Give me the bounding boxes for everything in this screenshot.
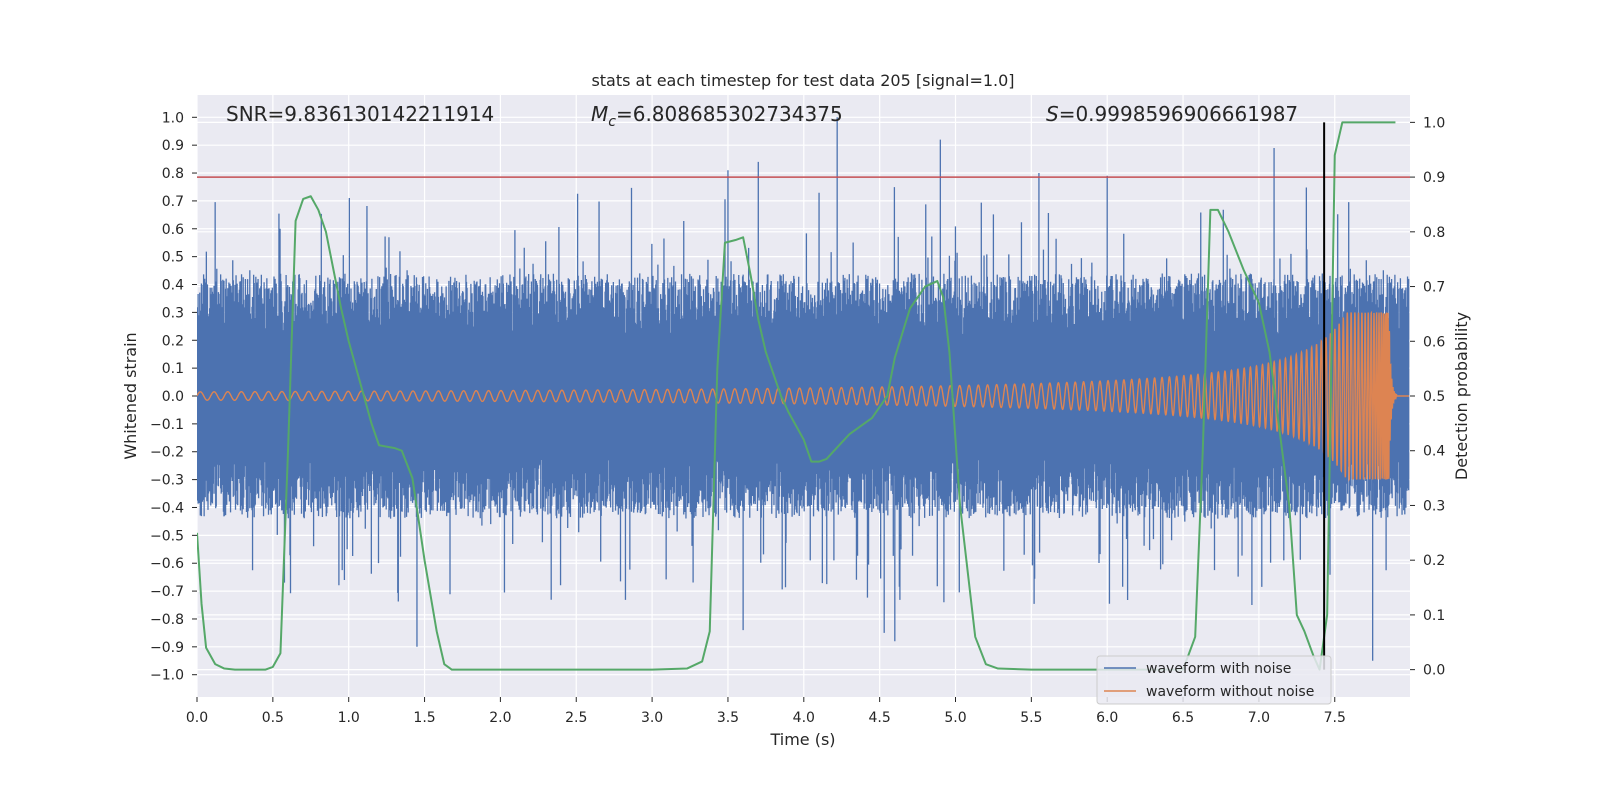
- y-tick-label: 0.9: [162, 138, 184, 154]
- probability-path: [197, 121, 1396, 671]
- y2-tick-label: 0.6: [1423, 334, 1445, 350]
- y-tick-label: 0.3: [162, 305, 184, 321]
- chart-title: stats at each timestep for test data 205…: [591, 71, 1014, 90]
- x-tick-label: 1.0: [338, 710, 360, 726]
- x-tick-label: 7.0: [1248, 710, 1270, 726]
- y2-tick-label: 0.1: [1423, 608, 1445, 624]
- y2-tick-label: 0.5: [1423, 389, 1445, 405]
- x-tick-label: 0.5: [262, 710, 284, 726]
- y-tick-label: −0.3: [150, 473, 184, 489]
- y-tick-label: 0.7: [162, 194, 184, 210]
- y2-tick-label: 1.0: [1423, 115, 1445, 131]
- y2-tick-label: 0.4: [1423, 444, 1445, 460]
- y-tick-label: 1.0: [162, 110, 184, 126]
- x-tick-label: 6.0: [1096, 710, 1118, 726]
- y-tick-label: −0.8: [150, 612, 184, 628]
- axis-ticks: 0.0 0.5 1.0 1.5 2.0 2.5 3.0 3.5 4.0 4.5 5.0 5.5 6.0 6…: [150, 110, 1445, 726]
- y-tick-label: 0.2: [162, 333, 184, 349]
- mc-annotation: Mc=6.808685302734375: [591, 102, 843, 130]
- y-tick-label: 0.5: [162, 250, 184, 266]
- y-tick-label: 0.8: [162, 166, 184, 182]
- legend-label-noise: waveform with noise: [1146, 661, 1291, 677]
- x-tick-label: 6.5: [1172, 710, 1194, 726]
- y2-tick-label: 0.8: [1423, 225, 1445, 241]
- y-tick-label: −0.4: [150, 500, 184, 516]
- x-tick-label: 5.0: [944, 710, 966, 726]
- y2-tick-label: 0.7: [1423, 280, 1445, 296]
- y-tick-label: 0.0: [162, 389, 184, 405]
- y2-tick-label: 0.0: [1423, 663, 1445, 679]
- y-tick-label: −0.1: [150, 417, 184, 433]
- s-symbol: S: [1046, 102, 1059, 126]
- x-tick-label: 3.0: [641, 710, 663, 726]
- y2-tick-label: 0.9: [1423, 170, 1445, 186]
- y-tick-label: −0.5: [150, 528, 184, 544]
- mc-symbol: M: [591, 102, 608, 126]
- y2-tick-label: 0.3: [1423, 498, 1445, 514]
- x-tick-label: 0.0: [186, 710, 208, 726]
- x-axis-label: Time (s): [769, 730, 835, 749]
- y-tick-label: −1.0: [150, 668, 184, 684]
- s-annotation: S=0.9998596906661987: [1046, 102, 1298, 126]
- y2-tick-label: 0.2: [1423, 553, 1445, 569]
- x-tick-label: 4.5: [869, 710, 891, 726]
- x-tick-label: 4.0: [793, 710, 815, 726]
- y-tick-label: −0.7: [150, 584, 184, 600]
- series-waveform-without-noise: [197, 310, 1410, 482]
- mc-value: =6.808685302734375: [616, 102, 843, 126]
- y-tick-label: 0.6: [162, 222, 184, 238]
- legend-label-clean: waveform without noise: [1146, 684, 1314, 700]
- legend-box: [1096, 655, 1332, 705]
- x-tick-label: 7.5: [1324, 710, 1346, 726]
- x-tick-label: 1.5: [413, 710, 435, 726]
- x-tick-label: 2.5: [565, 710, 587, 726]
- series-detection-probability: [197, 121, 1396, 671]
- y-tick-label: −0.9: [150, 640, 184, 656]
- y-tick-label: −0.6: [150, 556, 184, 572]
- mc-subscript: c: [608, 114, 616, 130]
- y-tick-label: 0.1: [162, 361, 184, 377]
- clean-waveform-path: [197, 310, 1410, 482]
- legend: waveform with noise waveform without noi…: [1096, 655, 1332, 705]
- x-tick-label: 2.0: [489, 710, 511, 726]
- y-axis-label: Whitened strain: [121, 332, 140, 459]
- y2-axis-label: Detection probability: [1452, 312, 1471, 480]
- snr-annotation: SNR=9.836130142211914: [226, 102, 494, 126]
- y-tick-label: 0.4: [162, 278, 184, 294]
- s-value: =0.9998596906661987: [1059, 102, 1298, 126]
- y-tick-label: −0.2: [150, 445, 184, 461]
- x-tick-label: 5.5: [1020, 710, 1042, 726]
- x-tick-label: 3.5: [717, 710, 739, 726]
